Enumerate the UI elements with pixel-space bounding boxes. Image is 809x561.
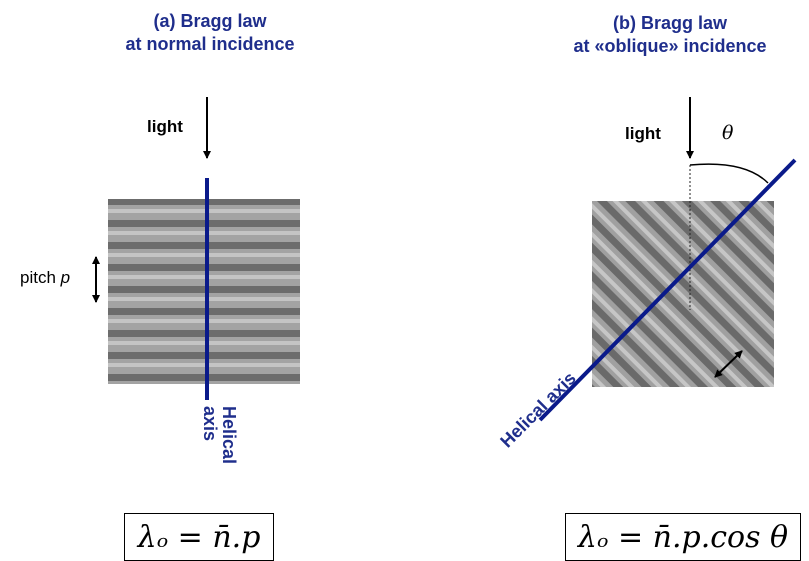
panel-b-light-label: light xyxy=(625,124,661,143)
panel-b-title-line2: at «oblique» incidence xyxy=(573,36,767,56)
formula-normal: λₒ = n̄.p xyxy=(124,513,274,561)
pitch-text: pitch xyxy=(20,268,56,287)
panel-a-title-line1: (a) Bragg law xyxy=(153,11,267,31)
panel-a-axis-line1: Helical xyxy=(219,406,239,465)
panel-b-texture xyxy=(592,201,774,387)
pitch-symbol: p xyxy=(60,268,71,287)
panel-a-axis-line2: axis xyxy=(200,406,220,442)
pitch-arrow-oblique xyxy=(714,350,743,378)
panel-a-title: (a) Bragg law at normal incidence xyxy=(60,10,360,56)
pitch-label: pitch p xyxy=(20,268,70,288)
theta-arc xyxy=(689,163,769,184)
panel-a-helical-axis-label: Helical axis xyxy=(200,406,239,465)
theta-label: θ xyxy=(722,122,734,144)
panel-a-title-line2: at normal incidence xyxy=(125,34,295,54)
panel-b-title-line1: (b) Bragg law xyxy=(612,13,727,33)
panel-a-light-label: light xyxy=(147,117,183,136)
panel-a-texture xyxy=(108,199,300,384)
panel-b-title: (b) Bragg law at «oblique» incidence xyxy=(530,12,809,58)
panel-b-helical-axis-line xyxy=(538,158,797,422)
formula-oblique: λₒ = n̄.p.cos θ xyxy=(565,513,801,561)
